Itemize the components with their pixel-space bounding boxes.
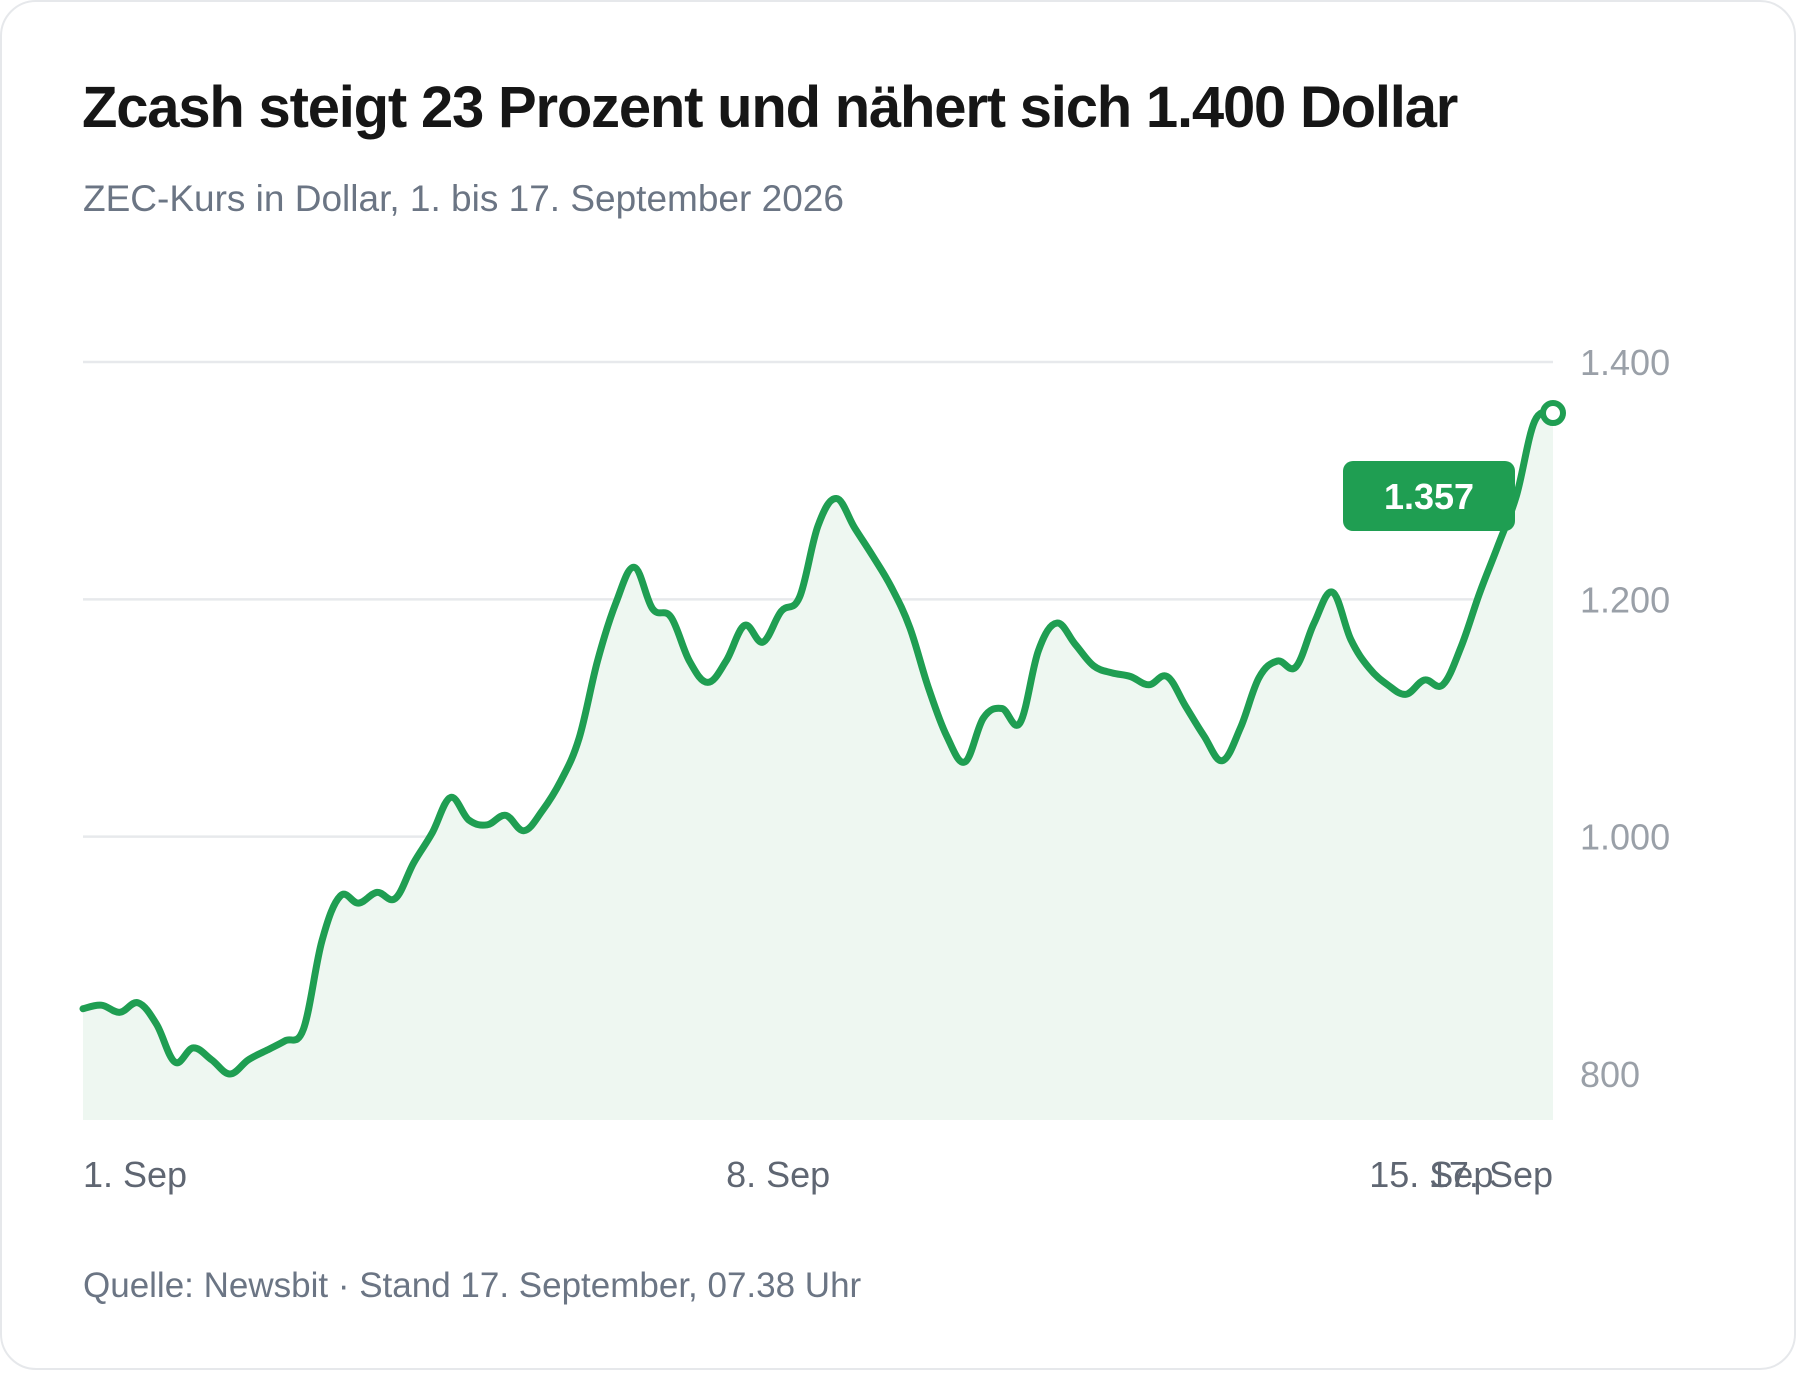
badge-background (1343, 461, 1515, 531)
last-value-marker (1540, 400, 1566, 427)
y-tick-label: 1.000 (1580, 817, 1670, 858)
source-note: Quelle: Newsbit · Stand 17. September, 0… (83, 1266, 862, 1305)
y-axis: 800 1.000 1.200 1.400 (1580, 342, 1670, 1095)
y-tick-label: 1.200 (1580, 579, 1670, 620)
x-tick-label: 1. Sep (83, 1154, 187, 1195)
y-tick-label: 1.400 (1580, 342, 1670, 383)
x-tick-label: 17. Sep (1429, 1154, 1553, 1195)
chart-title: Zcash steigt 23 Prozent und nähert sich … (82, 75, 1458, 140)
badge-value: 1.357 (1384, 476, 1474, 517)
price-area (83, 412, 1553, 1120)
x-tick-label: 15. Sep (1369, 1154, 1493, 1195)
price-line (79, 408, 1557, 1078)
last-value-badge: 1.357 (1343, 461, 1515, 531)
chart-subtitle: ZEC-Kurs in Dollar, 1. bis 17. September… (83, 178, 844, 219)
x-tick-label: 8. Sep (726, 1154, 830, 1195)
y-tick-label: 800 (1580, 1054, 1640, 1095)
